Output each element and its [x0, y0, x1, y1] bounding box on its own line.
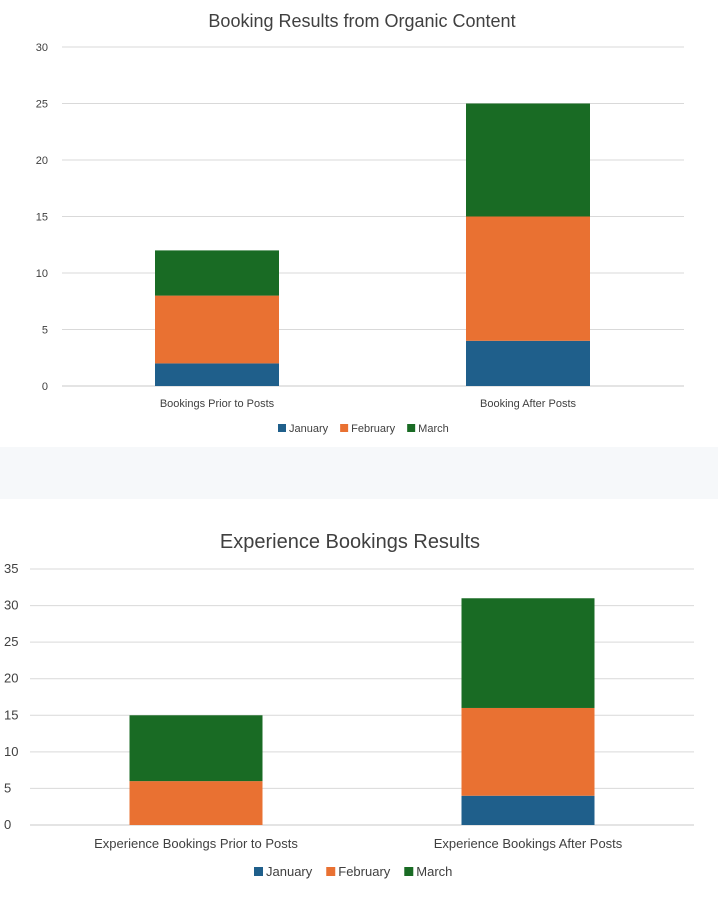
- y-tick-label: 20: [36, 155, 48, 167]
- y-tick-label: 35: [4, 561, 18, 576]
- legend-swatch-february: [340, 424, 349, 432]
- y-tick-label: 5: [42, 325, 48, 337]
- bar-february: [129, 781, 263, 825]
- bar-january: [461, 795, 595, 825]
- y-tick-label: 30: [4, 598, 18, 613]
- y-tick-label: 20: [4, 671, 18, 686]
- bar-march: [466, 103, 590, 217]
- legend-label-march: March: [418, 423, 449, 435]
- y-tick-label: 0: [4, 817, 11, 832]
- booking-results-chart-svg: Booking Results from Organic Content 0 5 1…: [36, 11, 684, 435]
- chart-title: Experience Bookings Results: [220, 531, 480, 553]
- y-tick-label: 15: [4, 707, 18, 722]
- y-tick-label: 30: [36, 42, 48, 54]
- bar-february: [155, 295, 279, 364]
- y-tick-label: 25: [36, 99, 48, 111]
- legend-swatch-january: [278, 424, 286, 432]
- legend-label-february: February: [351, 423, 396, 435]
- legend-swatch-january: [254, 867, 263, 876]
- bar-march: [129, 715, 263, 782]
- bar-january: [155, 363, 279, 386]
- y-tick-label: 10: [36, 268, 48, 280]
- chart-separator: [0, 447, 718, 499]
- bar-february: [466, 216, 590, 341]
- legend-label-february: February: [338, 864, 391, 879]
- legend-label-january: January: [266, 864, 313, 879]
- bar-march: [155, 250, 279, 296]
- y-tick-label: 15: [36, 212, 48, 224]
- x-category-label: Experience Bookings After Posts: [434, 836, 623, 851]
- legend-swatch-march: [404, 867, 414, 876]
- y-tick-label: 5: [4, 780, 11, 795]
- legend-swatch-february: [326, 867, 336, 876]
- bar-february: [461, 707, 595, 796]
- y-tick-label: 0: [42, 381, 48, 393]
- legend-label-march: March: [416, 864, 452, 879]
- x-category-label: Booking After Posts: [480, 398, 576, 410]
- booking-results-chart: Booking Results from Organic Content 0 5 1…: [0, 0, 718, 447]
- legend-swatch-march: [407, 424, 416, 432]
- legend-label-january: January: [289, 423, 329, 435]
- bar-march: [461, 598, 595, 708]
- experience-bookings-chart-svg: Experience Bookings Results 0 5 10 15 20 25 30…: [4, 531, 694, 879]
- experience-bookings-chart: Experience Bookings Results 0 5 10 15 20 25 30…: [0, 499, 718, 913]
- bar-january: [466, 340, 590, 386]
- y-tick-label: 10: [4, 744, 18, 759]
- x-category-label: Bookings Prior to Posts: [160, 398, 275, 410]
- x-category-label: Experience Bookings Prior to Posts: [94, 836, 298, 851]
- y-tick-label: 25: [4, 634, 18, 649]
- chart-title: Booking Results from Organic Content: [208, 11, 515, 31]
